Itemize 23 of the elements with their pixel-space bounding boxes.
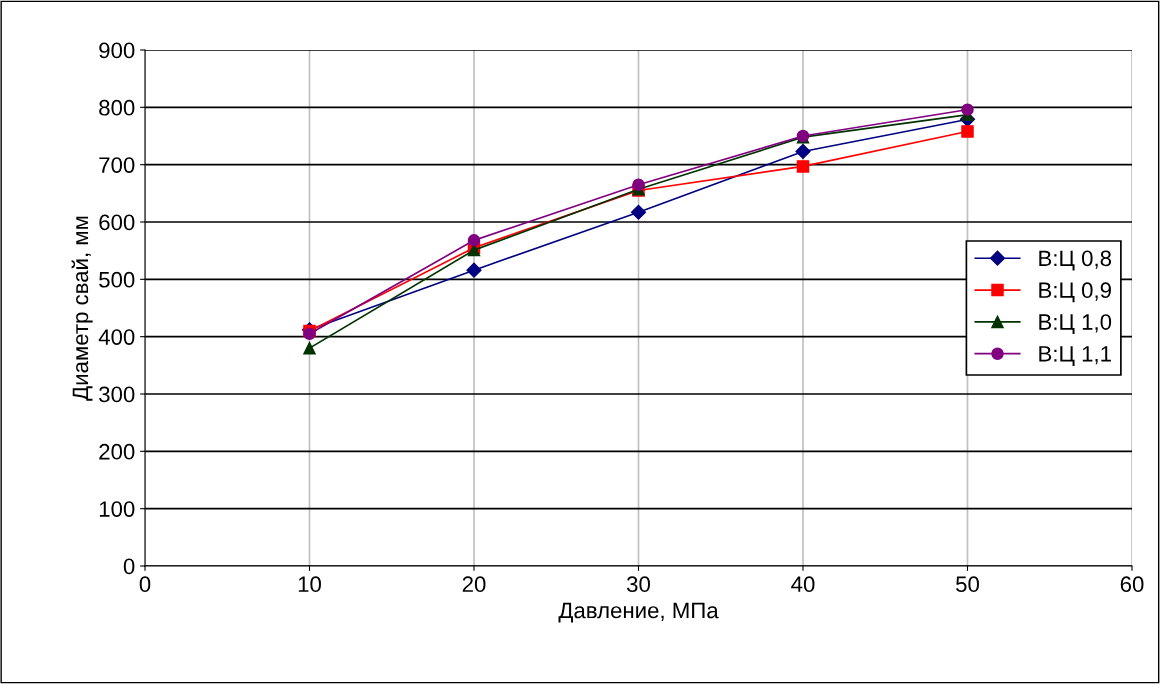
x-tick-label: 40	[791, 576, 815, 593]
y-tick-label: 800	[99, 99, 135, 116]
legend-label: В:Ц 1,1	[1039, 346, 1111, 366]
x-tick-label: 30	[626, 576, 650, 593]
y-tick-label: 500	[99, 271, 135, 288]
x-tick-label: 60	[1120, 576, 1144, 593]
x-tick-label: 0	[139, 576, 151, 593]
x-tick-label: 10	[298, 576, 321, 593]
y-tick-label: 700	[99, 157, 135, 173]
y-tick-label: 600	[99, 214, 135, 231]
legend-label: В:Ц 1,0	[1039, 314, 1112, 335]
y-axis-title: Диаметр свай, мм	[71, 216, 93, 401]
y-tick-label: 300	[99, 386, 135, 403]
x-tick-label: 20	[462, 576, 486, 593]
legend-label: В:Ц 0,8	[1039, 250, 1112, 271]
x-tick-label: 50	[956, 576, 979, 593]
y-tick-label: 900	[99, 42, 135, 59]
x-axis-title: Давление, МПа	[558, 602, 719, 623]
legend-label: В:Ц 0,9	[1039, 282, 1111, 303]
y-tick-label: 0	[123, 558, 135, 575]
y-tick-label: 400	[98, 329, 135, 345]
y-tick-label: 200	[99, 443, 135, 460]
y-tick-label: 100	[99, 501, 135, 517]
